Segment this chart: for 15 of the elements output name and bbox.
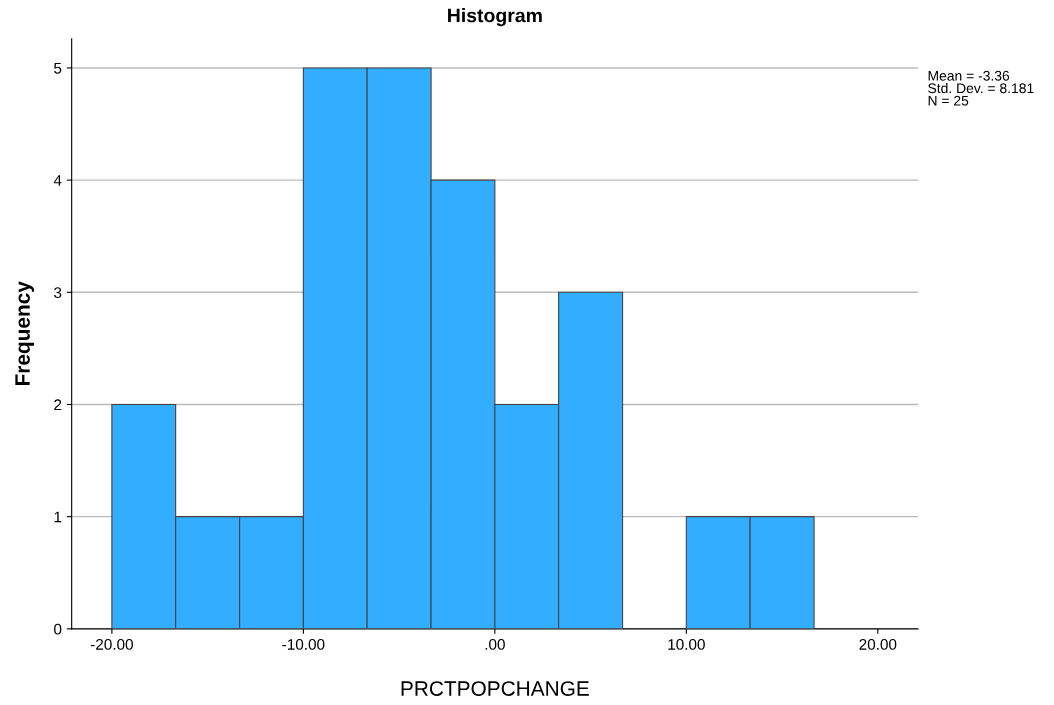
chart-title: Histogram (448, 8, 542, 27)
text: Mean = -3.36 Std. Dev. = 8.181 N = 25 (928, 70, 1034, 106)
x-tick-label: 20.00 (859, 638, 897, 650)
x-tick-label: -10.00 (282, 638, 325, 650)
y-tick-label: 0 (54, 623, 62, 635)
y-axis-title: Frequency (15, 281, 35, 386)
y-tick-label: 5 (54, 62, 62, 74)
y-tick-label: 1 (54, 511, 62, 523)
x-axis-title: PRCTPOPCHANGE (401, 681, 589, 696)
y-tick-label: 3 (54, 287, 62, 298)
y-tick-label: 4 (53, 175, 62, 186)
x-tick-label: 10.00 (668, 638, 705, 650)
x-tick-label: -20.00 (90, 638, 133, 650)
y-tick-label: 2 (54, 399, 62, 411)
x-tick-label: .00 (485, 638, 505, 650)
